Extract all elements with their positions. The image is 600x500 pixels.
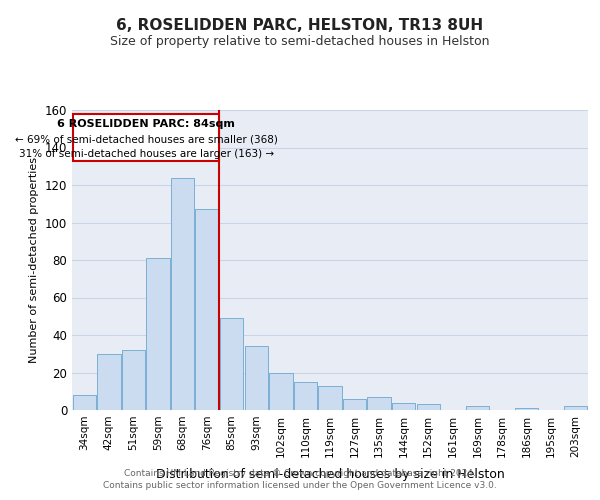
Text: Size of property relative to semi-detached houses in Helston: Size of property relative to semi-detach… xyxy=(110,35,490,48)
Bar xyxy=(97,354,121,410)
Text: Contains public sector information licensed under the Open Government Licence v3: Contains public sector information licen… xyxy=(103,481,497,490)
Bar xyxy=(392,402,415,410)
Bar xyxy=(515,408,538,410)
Bar xyxy=(245,346,268,410)
Bar xyxy=(367,397,391,410)
Bar xyxy=(269,372,293,410)
Bar xyxy=(146,258,170,410)
Bar xyxy=(73,395,96,410)
Bar xyxy=(564,406,587,410)
Bar xyxy=(73,114,220,160)
Bar xyxy=(319,386,341,410)
Bar xyxy=(122,350,145,410)
Bar xyxy=(171,178,194,410)
Text: ← 69% of semi-detached houses are smaller (368): ← 69% of semi-detached houses are smalle… xyxy=(15,134,278,144)
Text: 6, ROSELIDDEN PARC, HELSTON, TR13 8UH: 6, ROSELIDDEN PARC, HELSTON, TR13 8UH xyxy=(116,18,484,32)
Bar xyxy=(220,318,244,410)
Text: 6 ROSELIDDEN PARC: 84sqm: 6 ROSELIDDEN PARC: 84sqm xyxy=(58,120,235,130)
Bar xyxy=(343,399,366,410)
Text: Contains HM Land Registry data © Crown copyright and database right 2024.: Contains HM Land Registry data © Crown c… xyxy=(124,468,476,477)
Bar xyxy=(416,404,440,410)
Y-axis label: Number of semi-detached properties: Number of semi-detached properties xyxy=(29,157,39,363)
Bar xyxy=(196,210,219,410)
Bar xyxy=(466,406,489,410)
X-axis label: Distribution of semi-detached houses by size in Helston: Distribution of semi-detached houses by … xyxy=(155,468,505,481)
Bar xyxy=(294,382,317,410)
Text: 31% of semi-detached houses are larger (163) →: 31% of semi-detached houses are larger (… xyxy=(19,150,274,160)
